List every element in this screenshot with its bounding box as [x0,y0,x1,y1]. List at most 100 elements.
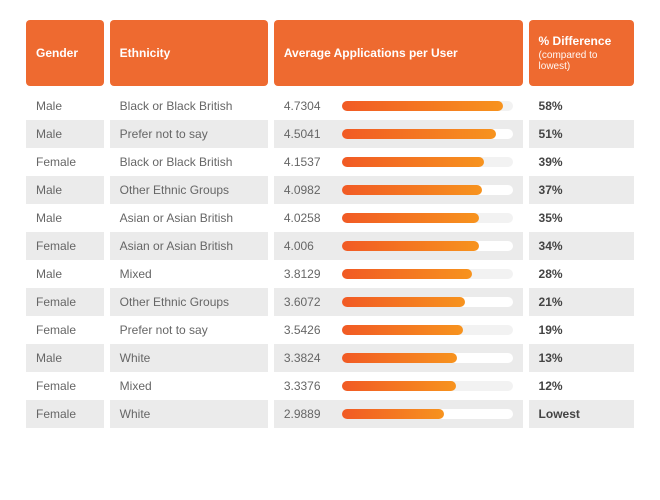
table-row: FemaleBlack or Black British 4.1537 39% [26,148,634,176]
avg-value: 4.7304 [284,99,332,113]
cell-diff: 19% [529,316,634,344]
cell-avg: 4.0982 [274,176,523,204]
cell-avg: 3.8129 [274,260,523,288]
bar-fill [342,185,482,195]
avg-value: 4.1537 [284,155,332,169]
bar-track [342,157,513,167]
avg-value: 3.8129 [284,267,332,281]
header-avg: Average Applications per User [274,20,523,86]
avg-value: 3.5426 [284,323,332,337]
cell-gender: Male [26,120,104,148]
cell-ethnicity: White [110,344,268,372]
table-row: FemaleAsian or Asian British4.00634% [26,232,634,260]
cell-ethnicity: Other Ethnic Groups [110,176,268,204]
bar-fill [342,129,496,139]
bar-fill [342,325,463,335]
cell-gender: Male [26,344,104,372]
bar-track [342,269,513,279]
cell-gender: Male [26,204,104,232]
avg-value: 3.3824 [284,351,332,365]
cell-ethnicity: Mixed [110,260,268,288]
cell-avg: 4.006 [274,232,523,260]
table-row: FemaleWhite 2.9889 Lowest [26,400,634,428]
avg-value: 4.0258 [284,211,332,225]
table-row: MaleAsian or Asian British 4.0258 35% [26,204,634,232]
table-row: MaleBlack or Black British4.730458% [26,92,634,120]
cell-gender: Female [26,232,104,260]
avg-value: 3.3376 [284,379,332,393]
cell-ethnicity: Black or Black British [110,148,268,176]
header-ethnicity: Ethnicity [110,20,268,86]
table-body: MaleBlack or Black British4.730458%MaleP… [26,92,634,428]
bar-fill [342,213,479,223]
cell-gender: Male [26,176,104,204]
bar-fill [342,409,444,419]
diff-value: 12% [539,379,563,393]
cell-ethnicity: Prefer not to say [110,120,268,148]
cell-gender: Female [26,148,104,176]
cell-diff: 28% [529,260,634,288]
bar-track [342,297,513,307]
cell-diff: 39% [529,148,634,176]
cell-avg: 4.0258 [274,204,523,232]
diff-value: 58% [539,99,563,113]
bar-track [342,241,513,251]
table-row: FemaleMixed 3.3376 12% [26,372,634,400]
bar-track [342,213,513,223]
table-row: MaleMixed 3.8129 28% [26,260,634,288]
cell-gender: Male [26,260,104,288]
bar-track [342,185,513,195]
avg-value: 4.006 [284,239,332,253]
bar-fill [342,241,479,251]
table-row: MaleOther Ethnic Groups4.0982 37% [26,176,634,204]
cell-ethnicity: White [110,400,268,428]
cell-avg: 2.9889 [274,400,523,428]
cell-ethnicity: Mixed [110,372,268,400]
diff-value: 37% [539,183,563,197]
bar-track [342,325,513,335]
diff-value: 39% [539,155,563,169]
bar-fill [342,157,484,167]
avg-value: 3.6072 [284,295,332,309]
cell-gender: Female [26,288,104,316]
cell-diff: 58% [529,92,634,120]
bar-track [342,381,513,391]
header-gender: Gender [26,20,104,86]
bar-fill [342,101,504,111]
avg-value: 2.9889 [284,407,332,421]
diff-value: 35% [539,211,563,225]
table-row: FemaleOther Ethnic Groups 3.6072 21% [26,288,634,316]
cell-gender: Female [26,316,104,344]
bar-fill [342,353,457,363]
cell-avg: 3.3824 [274,344,523,372]
cell-ethnicity: Prefer not to say [110,316,268,344]
table-row: FemalePrefer not to say 3.5426 19% [26,316,634,344]
table-row: MalePrefer not to say 4.5041 51% [26,120,634,148]
bar-track [342,353,513,363]
avg-value: 4.5041 [284,127,332,141]
cell-gender: Male [26,92,104,120]
applications-table: Gender Ethnicity Average Applications pe… [20,20,640,428]
cell-diff: 51% [529,120,634,148]
header-diff: % Difference (compared to lowest) [529,20,634,86]
table-row: MaleWhite 3.3824 13% [26,344,634,372]
bar-track [342,129,513,139]
diff-value: 34% [539,239,563,253]
cell-diff: 12% [529,372,634,400]
bar-track [342,409,513,419]
cell-ethnicity: Other Ethnic Groups [110,288,268,316]
header-row: Gender Ethnicity Average Applications pe… [26,20,634,86]
diff-value: 13% [539,351,563,365]
cell-ethnicity: Asian or Asian British [110,204,268,232]
cell-diff: 13% [529,344,634,372]
header-diff-main: % Difference [539,34,612,48]
cell-avg: 4.1537 [274,148,523,176]
cell-gender: Female [26,400,104,428]
cell-diff: 21% [529,288,634,316]
diff-value: Lowest [539,407,580,421]
diff-value: 28% [539,267,563,281]
bar-fill [342,269,472,279]
cell-avg: 4.5041 [274,120,523,148]
cell-gender: Female [26,372,104,400]
cell-diff: 34% [529,232,634,260]
